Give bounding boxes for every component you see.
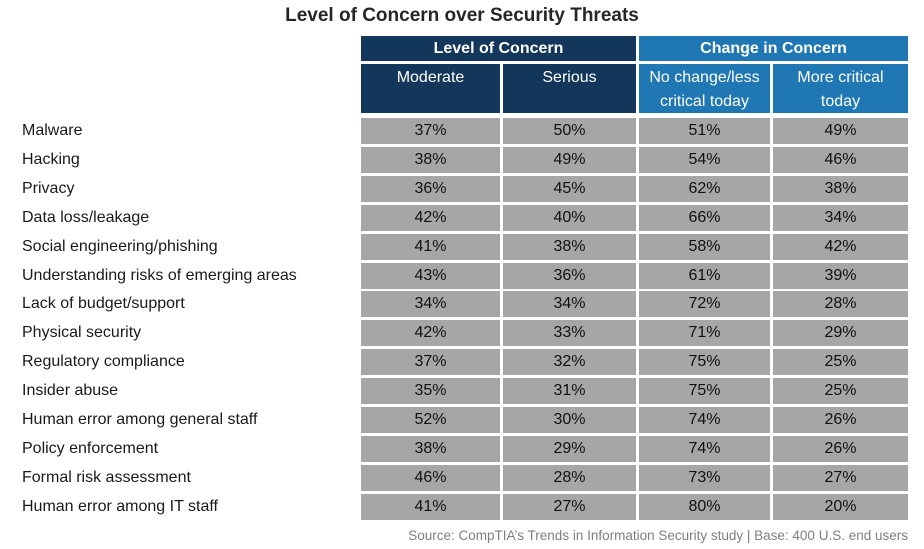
row-label: Privacy [22,180,75,197]
table-cell: 38% [361,147,500,173]
row-label: Policy enforcement [22,440,159,457]
column-header-line: Moderate [396,69,465,86]
table-cell: 40% [503,205,636,231]
table-cell: 71% [639,320,770,346]
table-cell: 32% [503,349,636,375]
group-header-level-of-concern: Level of Concern [361,36,636,61]
table-cell: 37% [361,118,500,144]
row-label: Hacking [22,151,80,168]
row-label: Insider abuse [22,382,119,399]
table-cell: 80% [639,494,770,520]
table-cell: 45% [503,176,636,202]
table-cell: 25% [773,349,908,375]
table-cell: 42% [773,234,908,260]
column-header-serious: Serious [503,64,636,113]
table-cell: 26% [773,436,908,462]
table-cell: 38% [773,176,908,202]
table-cell: 27% [503,494,636,520]
table-cell: 37% [361,349,500,375]
table-cell: 36% [361,176,500,202]
table-cell: 28% [503,465,636,491]
table-cell: 34% [503,291,636,317]
table-cell: 43% [361,263,500,289]
table-cell: 54% [639,147,770,173]
table-cell: 33% [503,320,636,346]
row-label: Understanding risks of emerging areas [22,267,297,284]
column-header-no-change: No change/less critical today [639,64,770,113]
table-cell: 58% [639,234,770,260]
row-label: Lack of budget/support [22,295,185,312]
table-cell: 38% [361,436,500,462]
table-cell: 38% [503,234,636,260]
table-cell: 25% [773,378,908,404]
table-cell: 31% [503,378,636,404]
column-header-line: Serious [542,69,597,86]
table-cell: 41% [361,494,500,520]
table-cell: 50% [503,118,636,144]
table-cell: 46% [773,147,908,173]
table-cell: 52% [361,407,500,433]
table-cell: 49% [773,118,908,144]
table-cell: 20% [773,494,908,520]
row-label: Social engineering/phishing [22,238,218,255]
column-header-moderate: Moderate [361,64,500,113]
table-cell: 51% [639,118,770,144]
table-cell: 46% [361,465,500,491]
row-label: Regulatory compliance [22,353,185,370]
table-cell: 34% [361,291,500,317]
row-label: Physical security [22,324,142,341]
chart-title: Level of Concern over Security Threats [285,5,639,26]
table-cell: 66% [639,205,770,231]
table-cell: 39% [773,263,908,289]
table-cell: 42% [361,320,500,346]
table-cell: 42% [361,205,500,231]
table-cell: 74% [639,436,770,462]
source-note: Source: CompTIA’s Trends in Information … [408,528,908,543]
table-cell: 41% [361,234,500,260]
column-header-more-critical: More critical today [773,64,908,113]
table-cell: 62% [639,176,770,202]
table-cell: 29% [773,320,908,346]
row-label: Human error among general staff [22,411,258,428]
column-header-line: critical today [660,93,749,110]
group-header-change-in-concern: Change in Concern [639,36,908,61]
table-cell: 36% [503,263,636,289]
table-cell: 26% [773,407,908,433]
column-header-line: More critical [797,69,884,86]
table-cell: 74% [639,407,770,433]
row-label: Malware [22,122,83,139]
table-cell: 75% [639,349,770,375]
table-cell: 30% [503,407,636,433]
row-label: Human error among IT staff [22,498,218,515]
row-label: Data loss/leakage [22,209,150,226]
table-cell: 72% [639,291,770,317]
table-cell: 27% [773,465,908,491]
column-header-line: No change/less [649,69,760,86]
table-cell: 61% [639,263,770,289]
table-cell: 29% [503,436,636,462]
table-cell: 73% [639,465,770,491]
row-label: Formal risk assessment [22,469,191,486]
table-cell: 28% [773,291,908,317]
table-cell: 49% [503,147,636,173]
table-cell: 34% [773,205,908,231]
column-header-line: today [820,93,861,110]
table-cell: 35% [361,378,500,404]
table-cell: 75% [639,378,770,404]
